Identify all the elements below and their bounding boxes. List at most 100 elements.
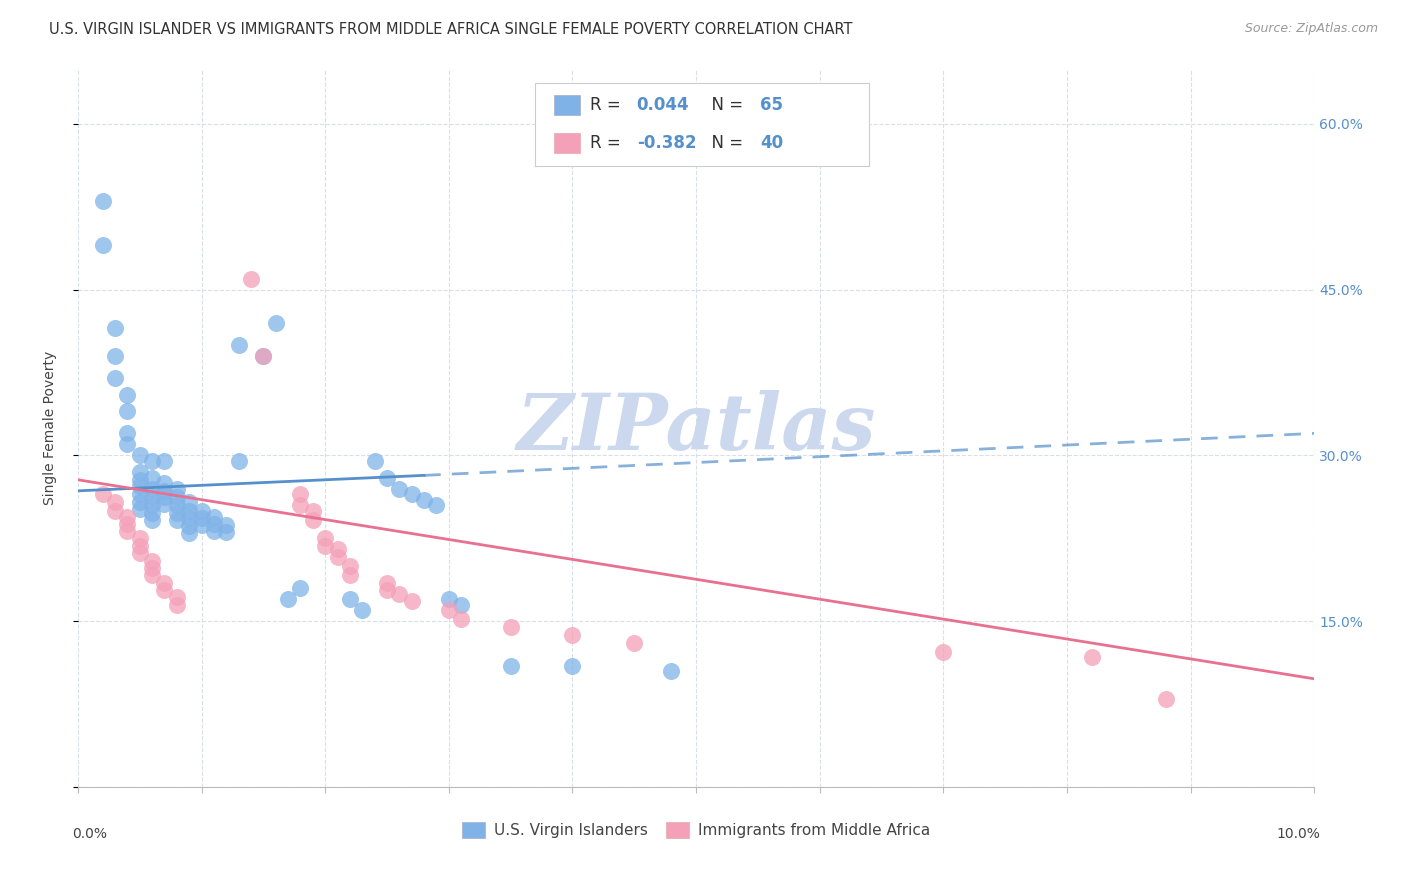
Point bbox=[190, 518, 212, 533]
Point bbox=[339, 592, 361, 607]
Point bbox=[141, 470, 163, 484]
Point bbox=[314, 532, 336, 546]
Point bbox=[264, 316, 287, 330]
Point bbox=[104, 371, 127, 385]
Point bbox=[117, 387, 139, 401]
Point bbox=[166, 498, 188, 512]
Point bbox=[141, 498, 163, 512]
Point bbox=[141, 513, 163, 527]
Point bbox=[215, 524, 238, 539]
Point bbox=[425, 498, 447, 512]
Point bbox=[499, 620, 522, 634]
Point bbox=[623, 636, 645, 650]
Point bbox=[290, 581, 312, 595]
Point bbox=[128, 546, 150, 560]
Point bbox=[240, 271, 263, 285]
Point bbox=[326, 550, 349, 565]
Text: 40: 40 bbox=[761, 134, 783, 152]
Point bbox=[179, 504, 201, 518]
Point bbox=[1080, 649, 1102, 664]
FancyBboxPatch shape bbox=[554, 133, 579, 153]
Point bbox=[153, 454, 176, 468]
Point bbox=[104, 504, 127, 518]
Point bbox=[117, 426, 139, 441]
Point bbox=[104, 349, 127, 363]
Point bbox=[352, 603, 374, 617]
Point bbox=[277, 592, 299, 607]
Point bbox=[117, 516, 139, 531]
Point bbox=[117, 510, 139, 524]
Point bbox=[179, 519, 201, 533]
Text: 10.0%: 10.0% bbox=[1277, 827, 1320, 840]
Text: 65: 65 bbox=[761, 96, 783, 114]
Text: R =: R = bbox=[589, 134, 626, 152]
Point bbox=[202, 516, 225, 531]
Point bbox=[141, 561, 163, 575]
Point bbox=[363, 454, 385, 468]
Point bbox=[326, 542, 349, 557]
Point bbox=[141, 482, 163, 496]
Text: 0.044: 0.044 bbox=[637, 96, 689, 114]
Point bbox=[388, 587, 411, 601]
Point bbox=[375, 575, 398, 590]
Point bbox=[153, 497, 176, 511]
Point bbox=[450, 612, 472, 626]
Point bbox=[128, 465, 150, 479]
Legend: U.S. Virgin Islanders, Immigrants from Middle Africa: U.S. Virgin Islanders, Immigrants from M… bbox=[456, 816, 936, 844]
Point bbox=[104, 495, 127, 509]
Point bbox=[91, 194, 114, 209]
Y-axis label: Single Female Poverty: Single Female Poverty bbox=[44, 351, 58, 505]
Point bbox=[128, 487, 150, 501]
Point bbox=[339, 567, 361, 582]
Point bbox=[375, 583, 398, 598]
Point bbox=[166, 491, 188, 505]
Point bbox=[499, 658, 522, 673]
Point bbox=[166, 513, 188, 527]
Point bbox=[401, 487, 423, 501]
Point bbox=[314, 539, 336, 553]
Point bbox=[141, 454, 163, 468]
Point bbox=[128, 539, 150, 553]
Point bbox=[91, 487, 114, 501]
Point bbox=[561, 627, 583, 641]
Point bbox=[91, 238, 114, 252]
Point bbox=[128, 532, 150, 546]
Text: N =: N = bbox=[702, 96, 748, 114]
Point bbox=[153, 476, 176, 491]
Point bbox=[153, 491, 176, 505]
Text: N =: N = bbox=[702, 134, 748, 152]
Point bbox=[202, 510, 225, 524]
Text: 0.0%: 0.0% bbox=[72, 827, 107, 840]
Point bbox=[401, 594, 423, 608]
Point bbox=[141, 506, 163, 520]
Point bbox=[228, 338, 250, 352]
Point bbox=[166, 506, 188, 520]
FancyBboxPatch shape bbox=[536, 83, 869, 166]
Point bbox=[659, 664, 682, 678]
Point bbox=[117, 524, 139, 538]
Point bbox=[413, 492, 436, 507]
Point bbox=[179, 495, 201, 509]
Point bbox=[166, 590, 188, 604]
Text: Source: ZipAtlas.com: Source: ZipAtlas.com bbox=[1244, 22, 1378, 36]
Point bbox=[104, 321, 127, 335]
Point bbox=[179, 525, 201, 540]
Text: -0.382: -0.382 bbox=[637, 134, 696, 152]
Point bbox=[117, 437, 139, 451]
Point bbox=[339, 559, 361, 574]
Point bbox=[141, 567, 163, 582]
Point bbox=[141, 491, 163, 505]
Point bbox=[128, 449, 150, 463]
Point bbox=[561, 658, 583, 673]
Point bbox=[1154, 691, 1177, 706]
Point bbox=[215, 518, 238, 533]
Point bbox=[128, 495, 150, 509]
Point bbox=[128, 501, 150, 516]
Point bbox=[252, 349, 274, 363]
Text: U.S. VIRGIN ISLANDER VS IMMIGRANTS FROM MIDDLE AFRICA SINGLE FEMALE POVERTY CORR: U.S. VIRGIN ISLANDER VS IMMIGRANTS FROM … bbox=[49, 22, 852, 37]
Point bbox=[290, 487, 312, 501]
Point bbox=[252, 349, 274, 363]
Point bbox=[117, 404, 139, 418]
Point bbox=[190, 511, 212, 525]
FancyBboxPatch shape bbox=[554, 95, 579, 115]
